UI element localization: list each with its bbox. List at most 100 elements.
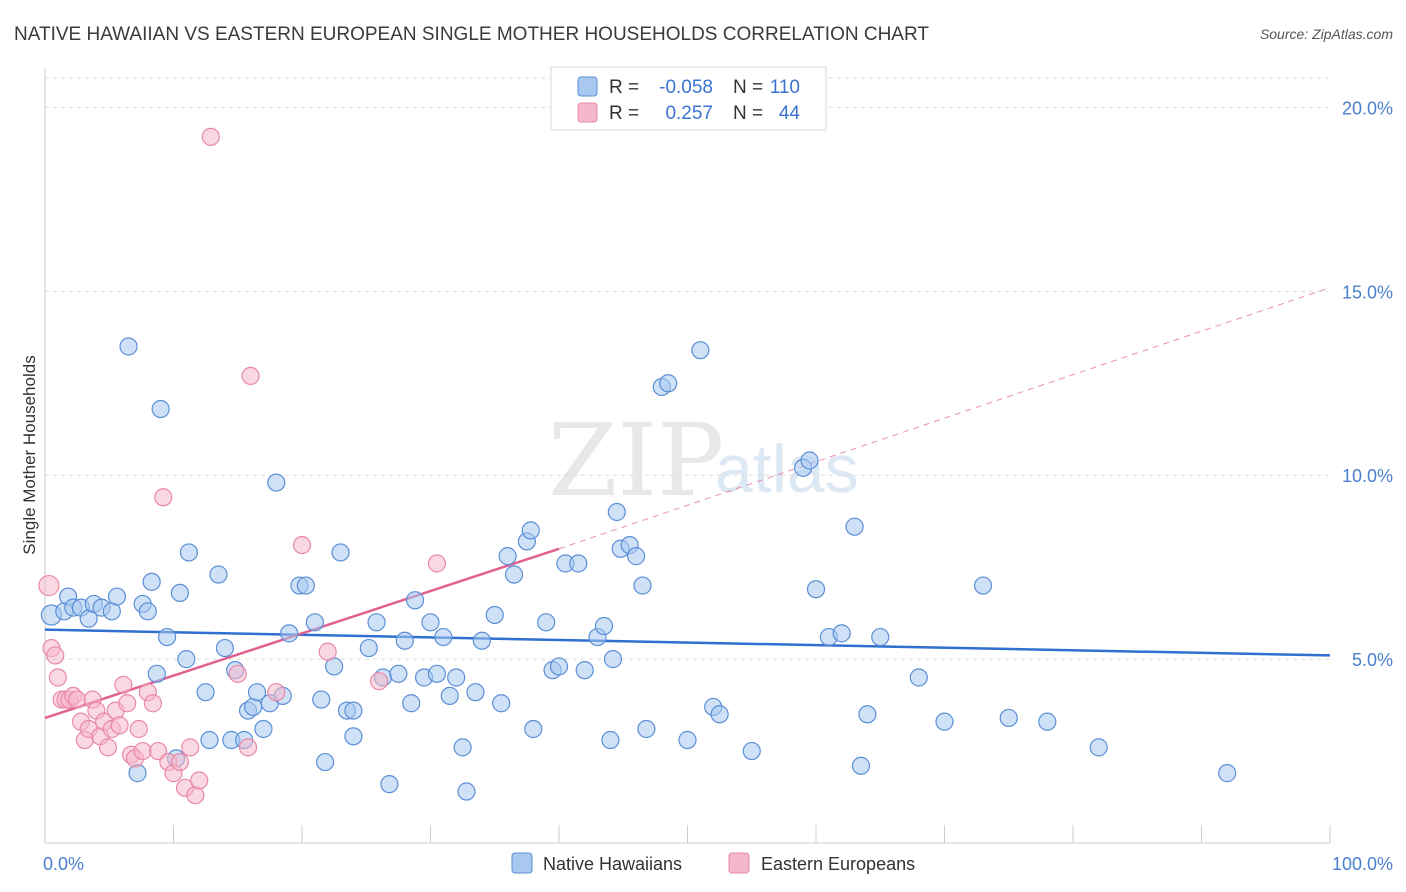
point-native-hawaiian-97 — [806, 580, 826, 599]
watermark-zip: ZIP — [548, 402, 724, 519]
point-native-hawaiian-56 — [421, 613, 440, 632]
point-native-hawaiian-108 — [1038, 712, 1057, 731]
point-native-hawaiian-93 — [710, 705, 729, 724]
point-native-hawaiian-14 — [142, 572, 161, 591]
point-native-hawaiian-13 — [138, 602, 157, 621]
point-native-hawaiian-81 — [603, 650, 623, 669]
point-native-hawaiian-46 — [344, 727, 363, 746]
point-eastern-european-43 — [318, 642, 337, 661]
point-native-hawaiian-9 — [107, 587, 127, 606]
legend-swatch-native-hawaiians — [577, 76, 598, 97]
point-eastern-european-40 — [241, 366, 260, 386]
point-native-hawaiian-82 — [607, 502, 626, 522]
point-native-hawaiian-107 — [999, 708, 1018, 728]
legend-n-label-1: N = — [733, 77, 763, 98]
grid — [45, 77, 1330, 660]
point-native-hawaiian-31 — [247, 683, 267, 702]
point-eastern-european-0 — [38, 574, 60, 597]
chart-title: NATIVE HAWAIIAN VS EASTERN EUROPEAN SING… — [14, 24, 929, 45]
point-native-hawaiian-77 — [575, 661, 594, 680]
legend-r-value-2: 0.257 — [665, 103, 713, 124]
point-native-hawaiian-23 — [200, 730, 219, 750]
point-native-hawaiian-86 — [633, 576, 652, 595]
legend-n-value-2: 44 — [779, 103, 801, 124]
point-native-hawaiian-85 — [626, 547, 646, 566]
point-native-hawaiian-16 — [151, 399, 170, 419]
point-eastern-european-32 — [170, 752, 190, 772]
point-native-hawaiian-54 — [405, 591, 425, 610]
point-native-hawaiian-68 — [504, 565, 524, 584]
y-tick-label-1: 10.0% — [1342, 466, 1393, 486]
point-eastern-european-41 — [267, 683, 286, 702]
point-native-hawaiian-41 — [316, 752, 335, 772]
point-eastern-european-27 — [143, 694, 163, 713]
point-native-hawaiian-76 — [569, 554, 588, 573]
legend-n-label-2: N = — [733, 103, 763, 124]
point-eastern-european-38 — [228, 664, 247, 683]
point-native-hawaiian-21 — [179, 543, 199, 562]
point-native-hawaiian-20 — [177, 650, 196, 669]
point-native-hawaiian-103 — [871, 627, 890, 647]
point-native-hawaiian-63 — [466, 683, 485, 702]
point-native-hawaiian-53 — [402, 694, 421, 713]
point-native-hawaiian-47 — [359, 638, 378, 658]
point-native-hawaiian-79 — [594, 616, 614, 636]
point-native-hawaiian-66 — [492, 694, 511, 713]
legend-r-value-1: -0.058 — [659, 77, 713, 98]
point-native-hawaiian-43 — [331, 543, 350, 562]
point-native-hawaiian-40 — [312, 690, 331, 709]
point-native-hawaiian-104 — [909, 668, 928, 687]
point-native-hawaiian-48 — [367, 613, 386, 632]
point-eastern-european-3 — [48, 668, 67, 687]
axes — [44, 68, 1331, 844]
point-native-hawaiian-24 — [209, 565, 228, 584]
point-native-hawaiian-58 — [434, 627, 453, 647]
point-native-hawaiian-91 — [691, 341, 710, 360]
chart-source: Source: ZipAtlas.com — [1260, 26, 1393, 42]
point-native-hawaiian-51 — [389, 664, 408, 683]
trend-line-eastern-europeans-extension — [558, 287, 1331, 550]
point-eastern-european-29 — [154, 488, 173, 507]
point-native-hawaiian-11 — [128, 764, 147, 783]
legend-n-value-1: 110 — [770, 77, 800, 98]
watermark-atlas: atlas — [715, 431, 859, 507]
point-eastern-european-21 — [118, 694, 137, 713]
point-native-hawaiian-70 — [521, 521, 540, 540]
point-native-hawaiian-34 — [267, 473, 286, 492]
point-native-hawaiian-80 — [601, 730, 620, 750]
point-native-hawaiian-110 — [1218, 764, 1237, 783]
point-native-hawaiian-19 — [170, 583, 190, 603]
point-native-hawaiian-50 — [380, 775, 399, 794]
x-tick-label-left: 0.0% — [43, 854, 84, 874]
point-native-hawaiian-60 — [447, 668, 466, 687]
point-native-hawaiian-94 — [742, 741, 761, 761]
point-native-hawaiian-109 — [1089, 738, 1108, 757]
point-native-hawaiian-38 — [296, 576, 315, 595]
point-native-hawaiian-22 — [196, 683, 215, 702]
point-native-hawaiian-67 — [498, 547, 517, 566]
point-native-hawaiian-72 — [537, 613, 556, 632]
y-tick-label-2: 15.0% — [1342, 282, 1393, 302]
point-native-hawaiian-99 — [832, 624, 851, 643]
point-native-hawaiian-100 — [845, 517, 864, 536]
point-native-hawaiian-74 — [549, 657, 569, 676]
bottom-legend-label-eastern-europeans: Eastern Europeans — [761, 854, 915, 874]
bottom-legend-swatch-native-hawaiians — [511, 852, 533, 874]
point-eastern-european-2 — [46, 646, 65, 665]
point-eastern-european-37 — [201, 127, 220, 146]
point-native-hawaiian-45 — [344, 701, 363, 720]
legend-r-label-2: R = — [609, 103, 639, 124]
point-eastern-european-44 — [370, 672, 389, 691]
point-native-hawaiian-71 — [524, 719, 543, 739]
point-eastern-european-24 — [129, 719, 148, 739]
point-native-hawaiian-39 — [305, 613, 324, 632]
point-native-hawaiian-65 — [485, 605, 504, 625]
point-eastern-european-20 — [114, 675, 133, 694]
point-eastern-european-45 — [427, 554, 447, 573]
point-native-hawaiian-61 — [453, 738, 472, 757]
point-native-hawaiian-25 — [215, 638, 234, 658]
point-eastern-european-34 — [181, 738, 200, 757]
point-native-hawaiian-102 — [858, 705, 877, 724]
point-native-hawaiian-87 — [637, 719, 656, 739]
